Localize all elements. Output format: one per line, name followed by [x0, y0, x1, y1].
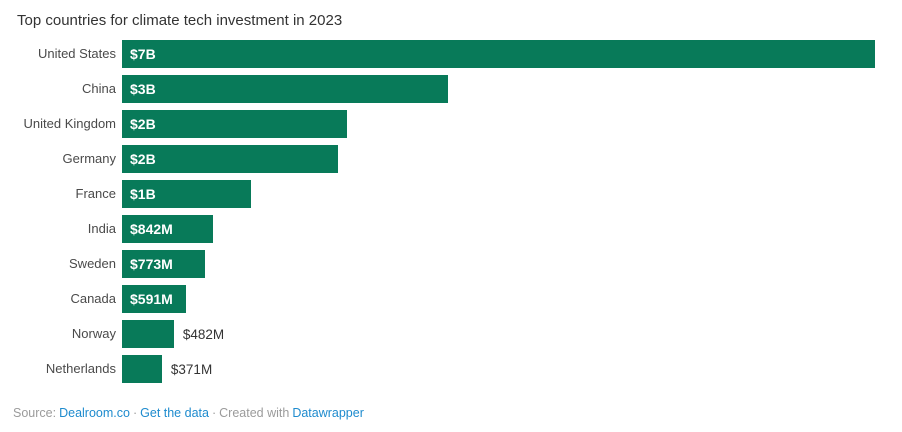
value-label: $2B: [130, 151, 156, 167]
get-the-data-link[interactable]: Get the data: [140, 406, 209, 420]
bar-track: $773M: [122, 250, 875, 278]
bar-row: France $1B: [0, 180, 902, 208]
category-label: United States: [37, 46, 116, 61]
bar-row: United Kingdom $2B: [0, 110, 902, 138]
bar[interactable]: $842M: [122, 215, 213, 243]
value-label: $591M: [130, 291, 173, 307]
category-label: India: [87, 221, 116, 236]
bar[interactable]: $591M: [122, 285, 186, 313]
bar-row: Norway $482M: [0, 320, 902, 348]
category-label: Sweden: [69, 256, 116, 271]
bar[interactable]: $1B: [122, 180, 252, 208]
category-label: France: [75, 186, 116, 201]
bar-track: $482M: [122, 320, 875, 348]
bar-row: Canada $591M: [0, 285, 902, 313]
category-label: United Kingdom: [23, 116, 117, 131]
bar-track: $2B: [122, 145, 875, 173]
footer: Source: Dealroom.co · Get the data · Created …: [0, 405, 902, 421]
datawrapper-link[interactable]: Datawrapper: [292, 406, 364, 420]
category-label: China: [82, 81, 116, 96]
bar[interactable]: $7B: [122, 40, 875, 68]
source-prefix-label: Source:: [13, 406, 57, 420]
value-label: $3B: [130, 81, 156, 97]
value-label: $371M: [170, 361, 213, 377]
category-label: Norway: [71, 326, 116, 341]
bar-row: United States $7B: [0, 40, 902, 68]
bar-row: China $3B: [0, 75, 902, 103]
bar[interactable]: $2B: [122, 110, 347, 138]
chart-header: Top countries for climate tech investmen…: [0, 0, 902, 31]
separator-dot: ·: [211, 406, 217, 420]
value-label: $773M: [130, 256, 173, 272]
value-label: $482M: [182, 326, 225, 342]
bar-track: $371M: [122, 355, 875, 383]
source-link[interactable]: Dealroom.co: [59, 406, 130, 420]
value-label: $842M: [130, 221, 173, 237]
bar[interactable]: $3B: [122, 75, 448, 103]
bar-track: $2B: [122, 110, 875, 138]
created-with-label: Created with: [219, 406, 290, 420]
bar[interactable]: [122, 320, 174, 348]
bar[interactable]: [122, 355, 162, 383]
bar-row: Germany $2B: [0, 145, 902, 173]
bar-track: $591M: [122, 285, 875, 313]
bar[interactable]: $2B: [122, 145, 339, 173]
bar-track: $842M: [122, 215, 875, 243]
bar-track: $7B: [122, 40, 875, 68]
bar-rows: United States $7B China $3B United Kingdom $2…: [0, 40, 902, 383]
category-label: Netherlands: [45, 361, 116, 376]
category-label: Germany: [62, 151, 116, 166]
bar-row: Netherlands $371M: [0, 355, 902, 383]
separator-dot: ·: [132, 406, 138, 420]
value-label: $2B: [130, 116, 156, 132]
value-label: $1B: [130, 186, 156, 202]
bar-chart: United States $7B China $3B United Kingdom $2…: [0, 40, 902, 383]
bar-row: Sweden $773M: [0, 250, 902, 278]
bar-row: India $842M: [0, 215, 902, 243]
bar-track: $3B: [122, 75, 875, 103]
value-label: $7B: [130, 46, 156, 62]
chart-title: Top countries for climate tech investmen…: [17, 12, 343, 29]
category-label: Canada: [70, 291, 116, 306]
bar[interactable]: $773M: [122, 250, 206, 278]
bar-track: $1B: [122, 180, 875, 208]
